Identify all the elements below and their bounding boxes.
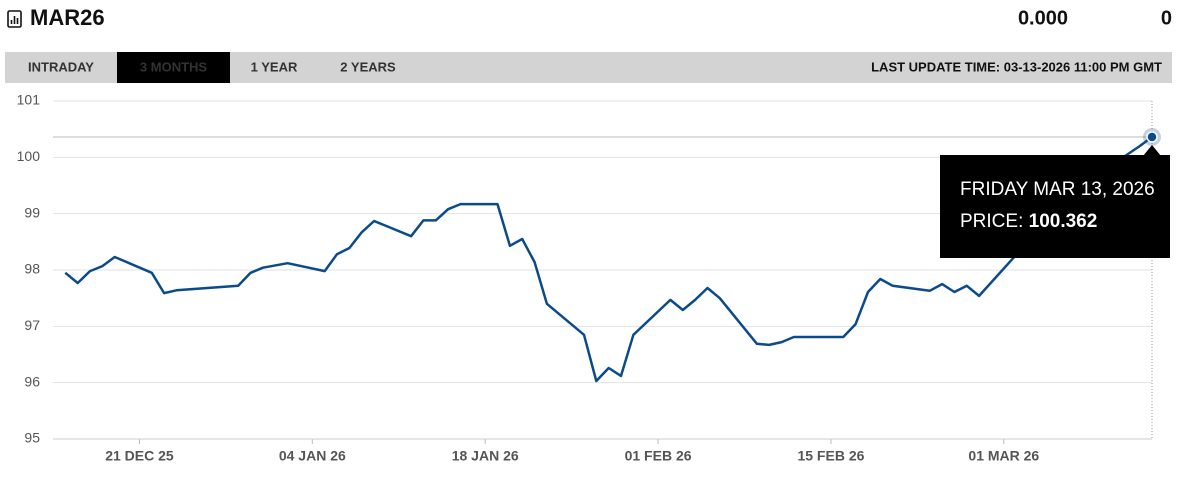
hover-point bbox=[1146, 131, 1158, 143]
x-tick-label: 21 DEC 25 bbox=[105, 448, 174, 464]
y-tick-label: 97 bbox=[24, 317, 40, 333]
tooltip-pointer bbox=[1143, 145, 1161, 156]
symbol: MAR26 bbox=[30, 5, 105, 30]
y-tick-label: 95 bbox=[24, 430, 40, 446]
y-tick-label: 96 bbox=[24, 373, 40, 389]
y-tick-label: 98 bbox=[24, 261, 40, 277]
chart-icon bbox=[7, 10, 22, 28]
change: 0 bbox=[1161, 7, 1172, 29]
y-tick-label: 99 bbox=[24, 204, 40, 220]
last-update: LAST UPDATE TIME: 03-13-2026 11:00 PM GM… bbox=[871, 59, 1162, 74]
tab[interactable]: 3 MONTHS bbox=[140, 59, 208, 74]
price-line bbox=[64, 135, 1153, 383]
x-tick-label: 01 MAR 26 bbox=[968, 448, 1039, 464]
tooltip-box bbox=[940, 155, 1170, 258]
tooltip-price: PRICE: 100.362 bbox=[960, 211, 1097, 232]
tab[interactable]: INTRADAY bbox=[28, 59, 94, 74]
y-tick-label: 101 bbox=[17, 92, 41, 108]
tab[interactable]: 1 YEAR bbox=[251, 59, 298, 74]
tab[interactable]: 2 YEARS bbox=[340, 59, 396, 74]
tooltip-label: PRICE: bbox=[960, 211, 1023, 232]
x-tick-label: 18 JAN 26 bbox=[452, 448, 519, 464]
last-price: 0.000 bbox=[1018, 7, 1068, 29]
y-tick-label: 100 bbox=[17, 148, 41, 164]
tooltip-value: 100.362 bbox=[1029, 211, 1098, 232]
x-tick-label: 01 FEB 26 bbox=[625, 448, 692, 464]
x-tick-label: 15 FEB 26 bbox=[797, 448, 864, 464]
x-tick-label: 04 JAN 26 bbox=[279, 448, 346, 464]
tooltip: FRIDAY MAR 13, 2026 PRICE: 100.362 bbox=[940, 145, 1170, 258]
tab-active-bg bbox=[117, 52, 230, 83]
tooltip-date: FRIDAY MAR 13, 2026 bbox=[960, 179, 1155, 200]
